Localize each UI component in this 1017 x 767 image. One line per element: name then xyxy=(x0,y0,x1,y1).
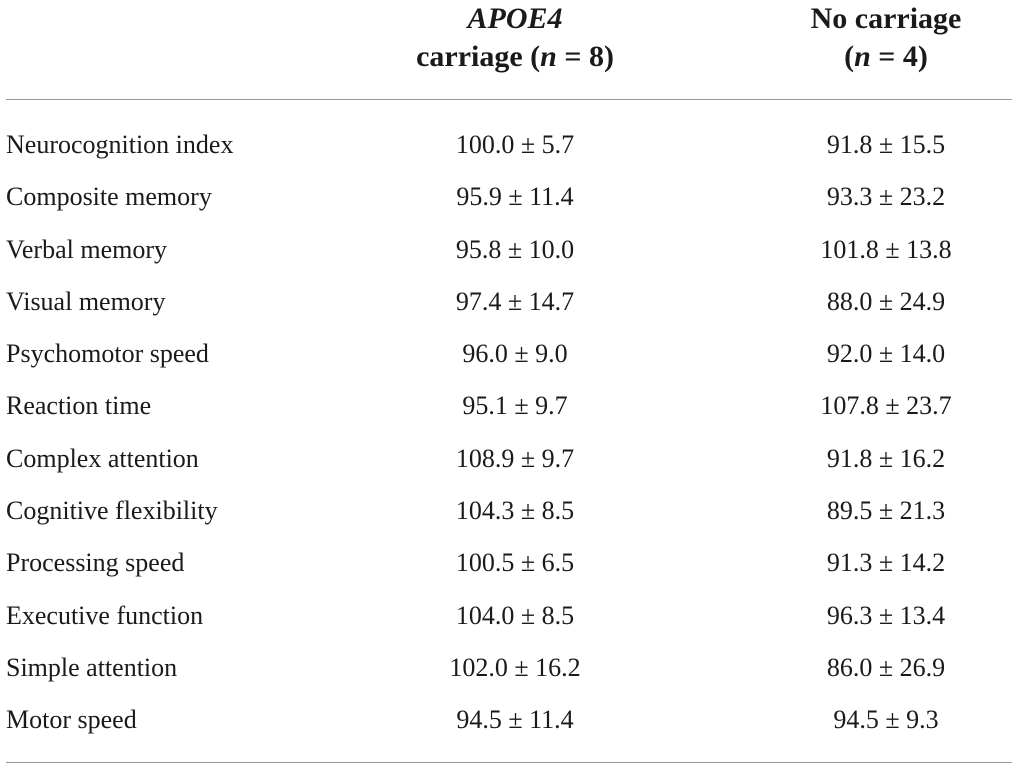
cell-apoe4-carriage: 100.0 ± 5.7 xyxy=(455,130,575,159)
table-row: Verbal memory 95.8 ± 10.0 101.8 ± 13.8 xyxy=(0,224,1017,276)
row-label: Executive function xyxy=(6,600,204,630)
row-label: Visual memory xyxy=(6,286,166,316)
column-header-line1: APOE4 xyxy=(467,2,563,35)
cell-apoe4-carriage: 95.9 ± 11.4 xyxy=(456,182,574,212)
cell-no-carriage: 93.3 ± 23.2 xyxy=(826,182,946,212)
column-header-apoe4-carriage: APOE4 carriage (n = 8) xyxy=(393,0,637,76)
cell-no-carriage: 94.5 ± 9.3 xyxy=(833,705,939,735)
cell-no-carriage: 96.3 ± 13.4 xyxy=(826,600,946,630)
table-row: Complex attention 108.9 ± 9.7 91.8 ± 16.2 xyxy=(0,433,1017,485)
table-header: APOE4 carriage (n = 8) No carriage (n = … xyxy=(0,0,1017,100)
table-bottom-rule xyxy=(6,762,1012,763)
table-row: Psychomotor speed 96.0 ± 9.0 92.0 ± 14.0 xyxy=(0,328,1017,380)
column-header-n-symbol: n xyxy=(854,40,871,73)
row-label: Complex attention xyxy=(6,443,199,473)
column-header-line2: carriage (n = 8) xyxy=(393,38,637,76)
row-label: Psychomotor speed xyxy=(6,339,209,369)
cell-no-carriage: 91.8 ± 16.2 xyxy=(826,443,946,473)
cell-apoe4-carriage: 95.8 ± 10.0 xyxy=(455,234,575,264)
row-label: Cognitive flexibility xyxy=(6,496,218,526)
header-divider xyxy=(6,99,1012,100)
table-row: Cognitive flexibility 104.3 ± 8.5 89.5 ± 2… xyxy=(0,485,1017,537)
table-row: Motor speed 94.5 ± 11.4 94.5 ± 9.3 xyxy=(0,694,1017,746)
column-header-text: = 8) xyxy=(556,40,614,73)
column-header-text: carriage ( xyxy=(416,40,541,73)
cell-no-carriage: 86.0 ± 26.9 xyxy=(826,652,946,682)
row-label: Reaction time xyxy=(6,391,152,421)
table-row: Neurocognition index 100.0 ± 5.7 91.8 ± 15… xyxy=(0,119,1017,171)
cell-apoe4-carriage: 96.0 ± 9.0 xyxy=(462,339,568,369)
cell-apoe4-carriage: 102.0 ± 16.2 xyxy=(449,652,581,682)
table-row: Simple attention 102.0 ± 16.2 86.0 ± 26.9 xyxy=(0,642,1017,694)
cell-no-carriage: 91.3 ± 14.2 xyxy=(826,548,946,578)
table-row: Composite memory 95.9 ± 11.4 93.3 ± 23.2 xyxy=(0,171,1017,223)
row-label: Simple attention xyxy=(6,652,178,682)
row-label: Motor speed xyxy=(6,705,137,735)
cell-apoe4-carriage: 94.5 ± 11.4 xyxy=(456,705,574,735)
cell-apoe4-carriage: 108.9 ± 9.7 xyxy=(455,443,575,473)
cell-apoe4-carriage: 95.1 ± 9.7 xyxy=(462,391,568,421)
column-header-line1: No carriage xyxy=(810,2,962,35)
cell-no-carriage: 107.8 ± 23.7 xyxy=(820,391,952,421)
cell-no-carriage: 89.5 ± 21.3 xyxy=(826,496,946,526)
column-header-line2: (n = 4) xyxy=(760,38,1012,76)
row-label: Neurocognition index xyxy=(6,130,234,159)
column-header-text: ( xyxy=(844,40,855,73)
cell-apoe4-carriage: 97.4 ± 14.7 xyxy=(455,286,575,316)
cell-no-carriage: 101.8 ± 13.8 xyxy=(820,234,952,264)
row-label: Composite memory xyxy=(6,182,212,212)
column-header-n-symbol: n xyxy=(540,40,557,73)
table-row: Visual memory 97.4 ± 14.7 88.0 ± 24.9 xyxy=(0,276,1017,328)
cell-no-carriage: 92.0 ± 14.0 xyxy=(826,339,946,369)
cell-apoe4-carriage: 100.5 ± 6.5 xyxy=(455,548,575,578)
cell-no-carriage: 88.0 ± 24.9 xyxy=(826,286,946,316)
cell-apoe4-carriage: 104.0 ± 8.5 xyxy=(455,600,575,630)
row-label: Verbal memory xyxy=(6,234,168,264)
table-row: Executive function 104.0 ± 8.5 96.3 ± 13.4 xyxy=(0,590,1017,642)
table-row: Reaction time 95.1 ± 9.7 107.8 ± 23.7 xyxy=(0,380,1017,432)
table-row: Processing speed 100.5 ± 6.5 91.3 ± 14.2 xyxy=(0,537,1017,589)
row-label: Processing speed xyxy=(6,548,185,578)
cell-apoe4-carriage: 104.3 ± 8.5 xyxy=(455,496,575,526)
table-body: Neurocognition index 100.0 ± 5.7 91.8 ± 15… xyxy=(0,119,1017,747)
column-header-text: = 4) xyxy=(870,40,928,73)
column-header-no-carriage: No carriage (n = 4) xyxy=(760,0,1012,76)
cell-no-carriage: 91.8 ± 15.5 xyxy=(826,130,946,159)
